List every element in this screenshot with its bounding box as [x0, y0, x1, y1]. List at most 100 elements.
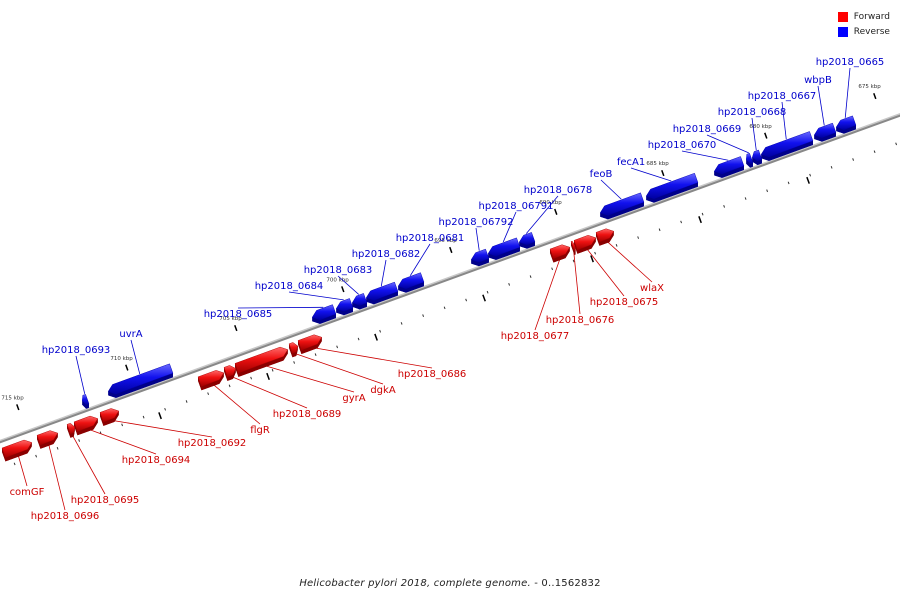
leader-line — [380, 259, 387, 287]
gene-hp2018_0696[interactable] — [36, 430, 59, 449]
minor-tick — [809, 173, 812, 177]
gene-hp2018_0692[interactable] — [99, 408, 120, 426]
legend: Forward Reverse — [837, 9, 890, 39]
minor-tick — [422, 314, 425, 317]
gene-label[interactable]: hp2018_0681 — [396, 233, 465, 244]
gene-label[interactable]: wbpB — [804, 75, 832, 86]
gene-hp2018_0678[interactable] — [518, 232, 536, 249]
reverse-swatch — [837, 26, 848, 37]
minor-tick — [830, 165, 833, 169]
minor-tick — [723, 205, 726, 208]
gene-label[interactable]: hp2018_0678 — [524, 185, 593, 196]
gene-layer — [1, 115, 857, 462]
gene-label[interactable]: hp2018_0668 — [718, 107, 787, 118]
tick-label: 680 kbp — [749, 124, 772, 130]
gene-feoB[interactable] — [599, 192, 645, 220]
gene-hp2018_0689[interactable] — [223, 365, 237, 381]
gene-label[interactable]: hp2018_0696 — [31, 511, 100, 522]
gene-label[interactable]: feoB — [590, 169, 613, 180]
minor-tick — [529, 275, 532, 278]
leader-line — [706, 134, 749, 154]
gene-label[interactable]: fecA1 — [617, 157, 645, 168]
gene-gyrA[interactable] — [234, 346, 289, 377]
gene-label[interactable]: hp2018_0693 — [42, 345, 111, 356]
gene-label[interactable]: hp2018_0692 — [178, 438, 247, 449]
gene-label[interactable]: hp2018_0677 — [501, 331, 570, 342]
gene-label[interactable]: hp2018_0684 — [255, 281, 324, 292]
gene-label[interactable]: comGF — [10, 487, 45, 498]
gene-label[interactable]: hp2018_0665 — [816, 57, 885, 68]
gene-label[interactable]: hp2018_0694 — [122, 455, 191, 466]
gene-wlaX[interactable] — [595, 228, 615, 246]
gene-hp2018_0669[interactable] — [746, 152, 754, 168]
leader-line — [502, 211, 517, 243]
gene-dgkA[interactable] — [288, 342, 298, 358]
gene-wbpB[interactable] — [813, 122, 837, 142]
gene-hp2018_0694[interactable] — [73, 415, 99, 436]
leader-line — [47, 442, 66, 511]
gene-label[interactable]: hp2018_0670 — [648, 140, 717, 151]
gene-label[interactable]: hp2018_06791 — [479, 201, 554, 212]
gene-label[interactable]: hp2018_06792 — [439, 217, 514, 228]
minor-tick — [164, 407, 167, 411]
gene-label[interactable]: hp2018_0675 — [590, 297, 659, 308]
leader-line — [75, 355, 86, 394]
gene-label[interactable]: hp2018_0689 — [273, 409, 342, 420]
tick-label: 690 kbp — [539, 200, 562, 206]
minor-tick — [293, 361, 296, 364]
gene-hp2018_0686[interactable] — [297, 334, 323, 354]
gene-hp2018_0695[interactable] — [66, 422, 75, 438]
caption-range: - 0..1562832 — [530, 578, 601, 589]
gene-uvrA[interactable] — [107, 363, 174, 398]
minor-tick — [701, 212, 704, 216]
legend-reverse[interactable]: Reverse — [837, 24, 890, 39]
gene-hp2018_0681[interactable] — [397, 272, 425, 293]
leader-line — [605, 239, 653, 283]
tick-mark — [873, 92, 877, 100]
minor-tick — [895, 142, 898, 146]
leader-line — [585, 247, 625, 297]
leader-line — [337, 275, 360, 295]
leader-line — [751, 117, 757, 151]
gene-hp2018_0682[interactable] — [365, 281, 399, 305]
gene-hp2018_0670[interactable] — [713, 156, 745, 178]
gene-hp2018_0677[interactable] — [549, 244, 571, 263]
tick-mark — [661, 169, 665, 177]
legend-forward[interactable]: Forward — [837, 9, 890, 24]
gene-hp2018_0668[interactable] — [752, 149, 763, 165]
gene-label[interactable]: hp2018_0682 — [352, 249, 421, 260]
gene-label[interactable]: dgkA — [370, 385, 395, 396]
gene-label[interactable]: wlaX — [640, 283, 664, 294]
gene-hp2018_0667[interactable] — [760, 131, 814, 161]
minor-tick — [400, 322, 403, 325]
map-caption: Helicobacter pylori 2018, complete genom… — [0, 578, 900, 589]
gene-label[interactable]: hp2018_0676 — [546, 315, 615, 326]
gene-hp2018_0684[interactable] — [335, 298, 354, 316]
minor-tick — [121, 423, 124, 427]
gene-hp2018_0665[interactable] — [835, 115, 857, 134]
tick-mark-lower — [806, 176, 810, 184]
gene-label[interactable]: hp2018_0686 — [398, 369, 467, 380]
gene-hp2018_0675[interactable] — [573, 235, 597, 254]
gene-label[interactable]: uvrA — [119, 329, 142, 340]
minor-tick — [572, 259, 575, 263]
minor-tick — [852, 158, 855, 161]
gene-label[interactable]: hp2018_0695 — [71, 495, 140, 506]
gene-fecA1[interactable] — [645, 172, 699, 203]
gene-hp2018_06791[interactable] — [487, 237, 521, 260]
gene-hp2018_0676[interactable] — [570, 240, 576, 255]
gene-hp2018_0685[interactable] — [311, 304, 337, 324]
gene-flgR[interactable] — [197, 370, 225, 391]
gene-hp2018_0683[interactable] — [351, 293, 368, 310]
gene-hp2018_0693[interactable] — [82, 394, 90, 409]
gene-comGF[interactable] — [1, 439, 33, 462]
tick-label: 715 kbp — [1, 395, 24, 401]
gene-label[interactable]: flgR — [250, 425, 270, 436]
gene-hp2018_06792[interactable] — [470, 248, 490, 267]
gene-label[interactable]: hp2018_0683 — [304, 265, 373, 276]
gene-label[interactable]: hp2018_0669 — [673, 124, 742, 135]
gene-label[interactable]: hp2018_0685 — [204, 309, 273, 320]
gene-label[interactable]: hp2018_0667 — [748, 91, 817, 102]
label-layer: hp2018_0665 wbpB hp2018_0667 hp2018_0668 hp2… — [10, 57, 885, 522]
gene-label[interactable]: gyrA — [342, 393, 365, 404]
